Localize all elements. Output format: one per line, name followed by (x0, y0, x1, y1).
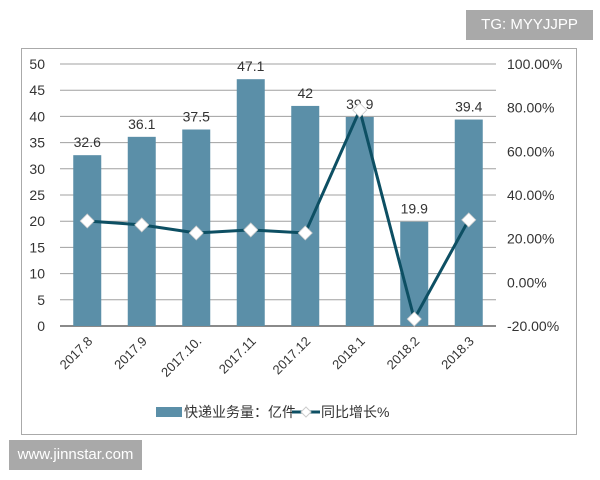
x-tick-label: 2017.9 (111, 334, 150, 373)
y-left-tick-label: 30 (29, 161, 45, 177)
x-tick-label: 2017.11 (216, 334, 259, 377)
bar (291, 105, 320, 326)
x-tick-label: 2018.2 (384, 334, 423, 373)
y-left-tick-label: 0 (37, 318, 45, 334)
y-left-tick-label: 10 (29, 266, 45, 282)
chart-frame (21, 48, 577, 435)
x-tick-label: 2017.10. (158, 334, 204, 380)
x-tick-label: 2018.1 (329, 334, 368, 373)
bar (73, 155, 102, 326)
line-marker (134, 217, 150, 233)
bar-data-label: 19.9 (401, 201, 428, 217)
line-marker (352, 102, 368, 118)
y-right-tick-label: 100.00% (507, 56, 562, 72)
bar-data-label: 36.1 (128, 116, 155, 132)
y-left-tick-label: 5 (37, 292, 45, 308)
bar-data-label: 47.1 (237, 58, 264, 74)
line-marker (297, 225, 313, 241)
line-marker (461, 212, 477, 228)
y-right-tick-label: 60.00% (507, 143, 554, 159)
y-left-tick-label: 15 (29, 239, 45, 255)
y-left-tick-label: 45 (29, 82, 45, 98)
bar-data-label: 32.6 (74, 134, 101, 150)
legend-bar-label: 快递业务量：亿件 (184, 404, 296, 420)
line-marker (243, 222, 259, 238)
line-marker (406, 311, 422, 327)
y-right-tick-label: -20.00% (507, 318, 559, 334)
y-right-tick-label: 40.00% (507, 187, 554, 203)
line-marker (79, 213, 95, 229)
y-right-tick-label: 80.00% (507, 100, 554, 116)
line-marker (188, 225, 204, 241)
y-left-tick-label: 40 (29, 108, 45, 124)
y-right-tick-label: 0.00% (507, 274, 547, 290)
y-left-tick-label: 25 (29, 187, 45, 203)
legend-line-marker (300, 406, 312, 418)
legend-bar-swatch (156, 407, 182, 417)
y-left-tick-label: 35 (29, 135, 45, 151)
x-tick-label: 2018.3 (438, 334, 477, 373)
y-left-tick-label: 20 (29, 213, 45, 229)
watermark-top: TG: MYYJJPP (466, 10, 593, 40)
bar (236, 79, 265, 326)
bar (400, 221, 429, 326)
x-tick-label: 2017.12 (270, 334, 314, 378)
x-tick-label: 2017.8 (57, 334, 96, 373)
bar-data-label: 39.4 (455, 99, 482, 115)
watermark-bottom: www.jinnstar.com (9, 440, 142, 470)
growth-line (87, 105, 471, 324)
legend-line-label: 同比增长% (321, 404, 389, 420)
y-left-tick-label: 50 (29, 56, 45, 72)
y-right-tick-label: 20.00% (507, 231, 554, 247)
bar-data-label: 42 (297, 85, 313, 101)
bar-data-label: 37.5 (183, 109, 210, 125)
